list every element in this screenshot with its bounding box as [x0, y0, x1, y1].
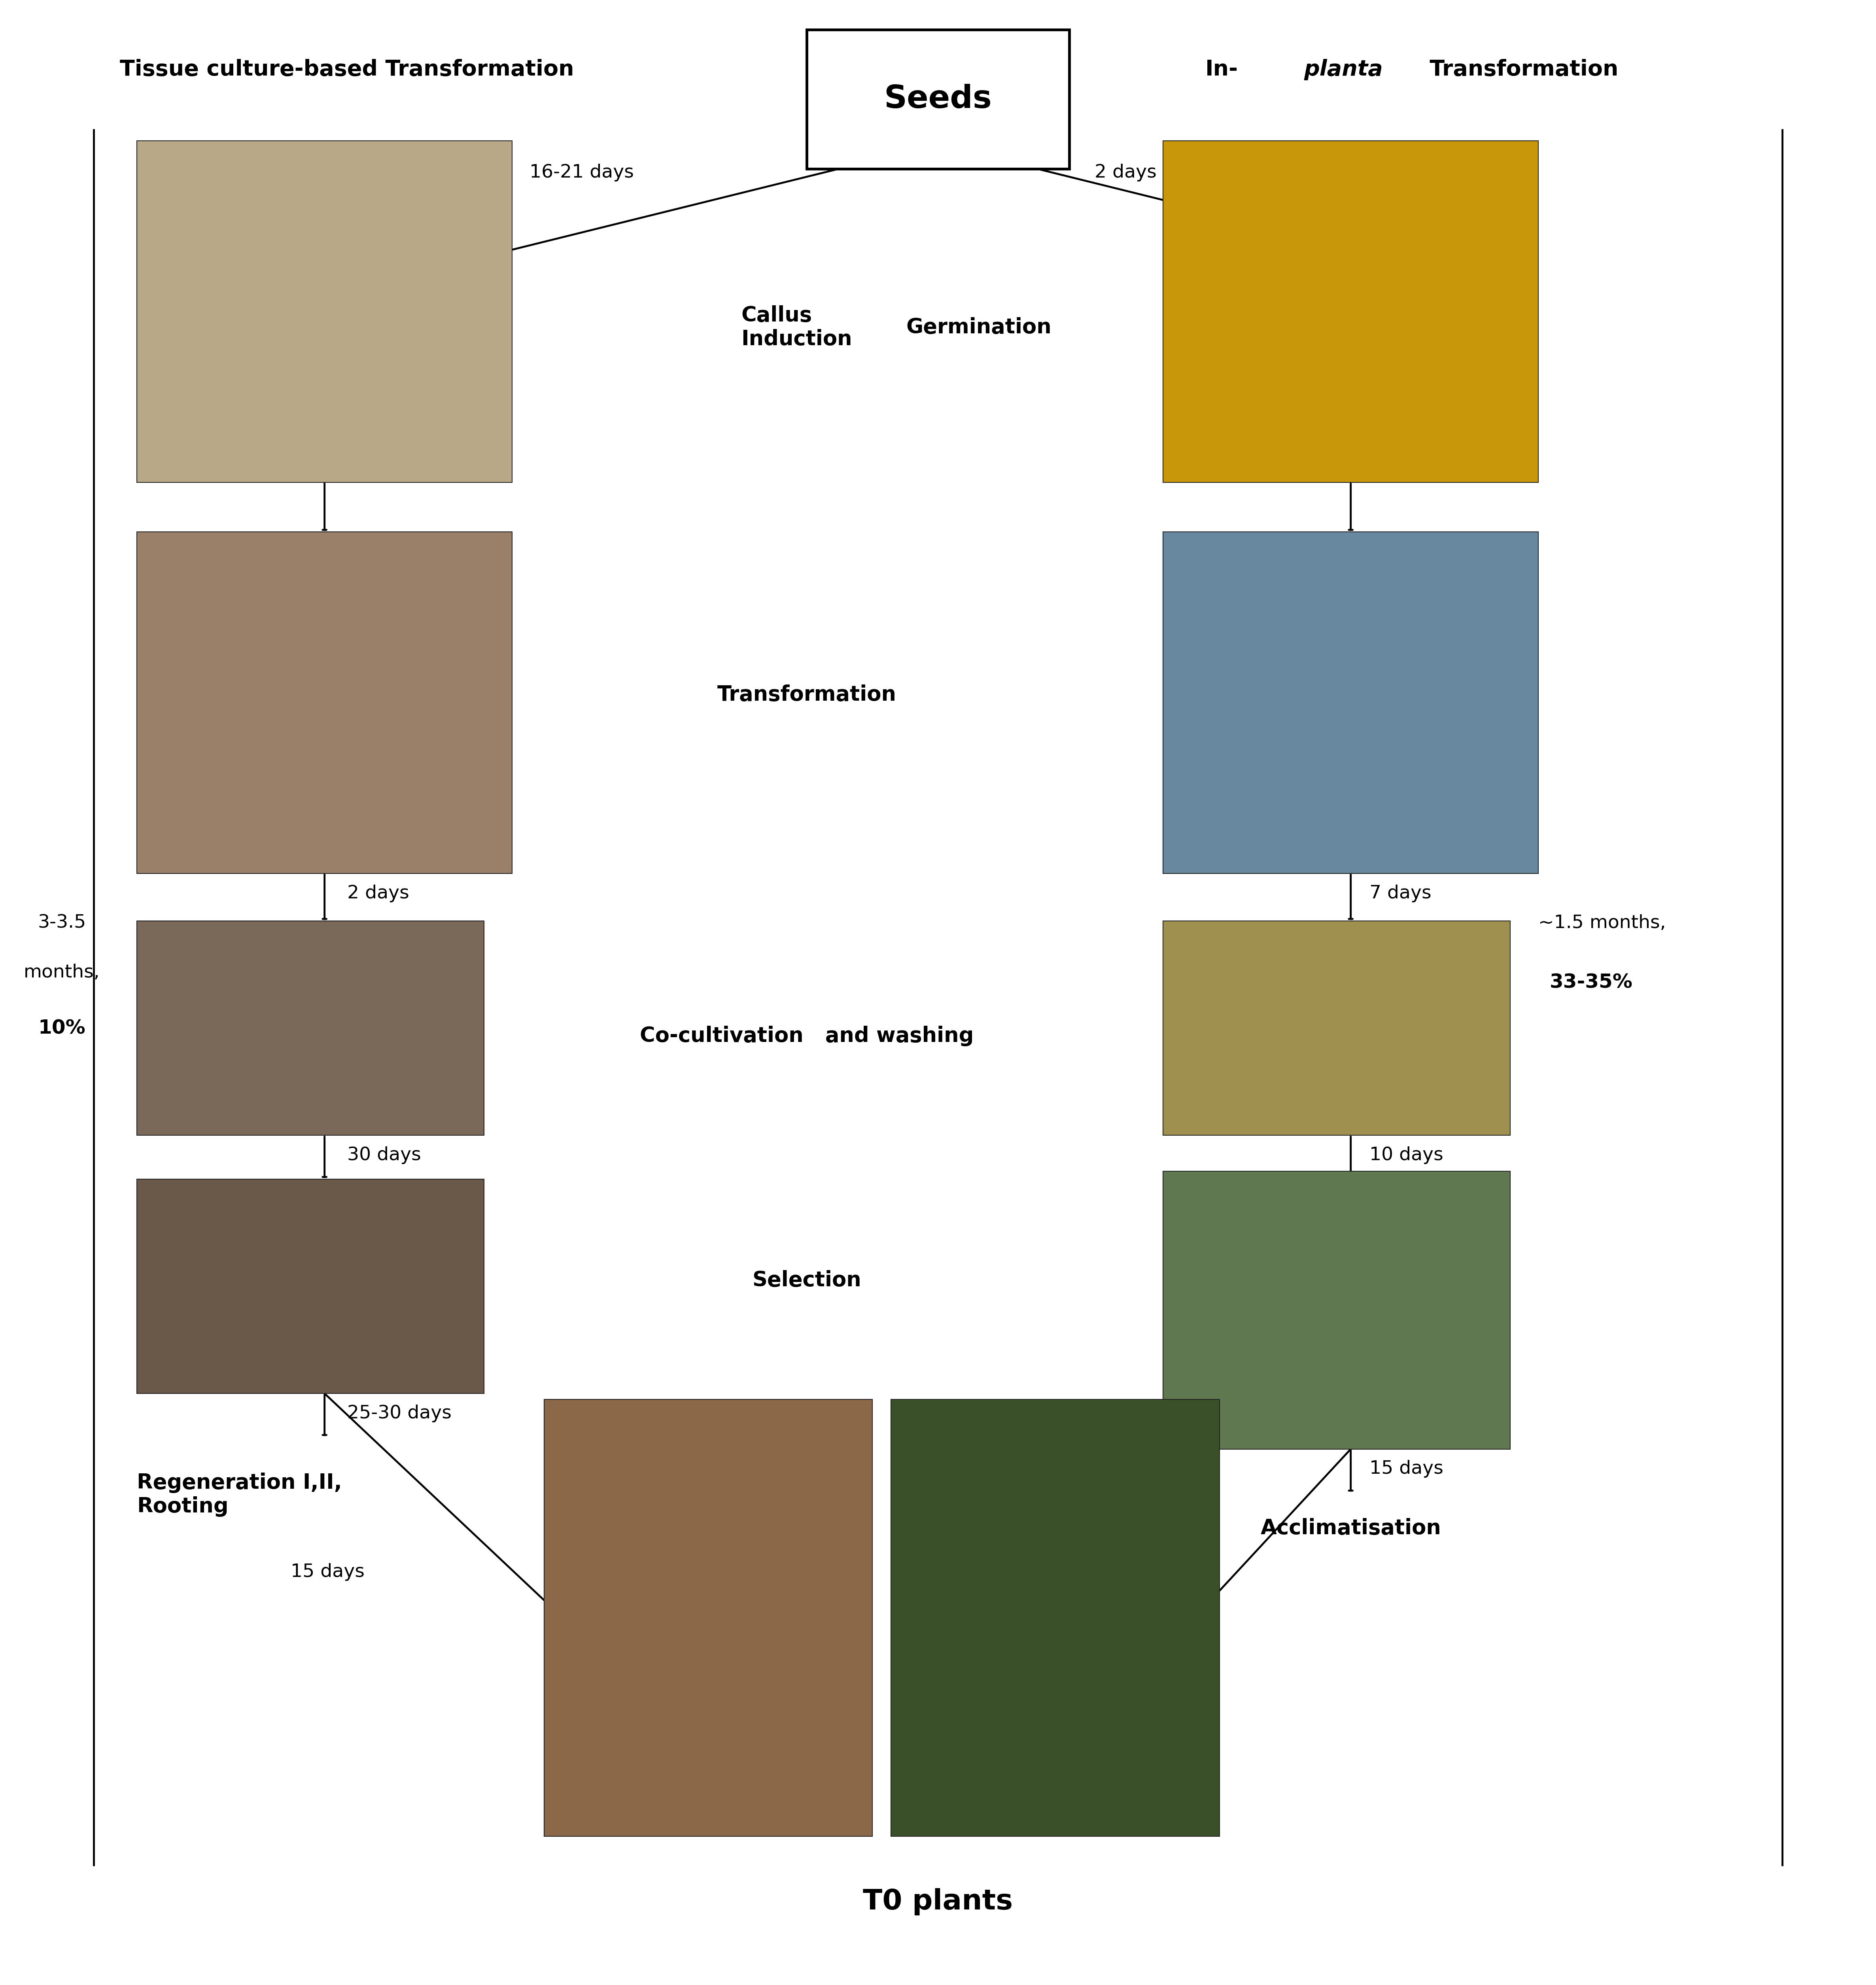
Text: planta: planta [1304, 60, 1383, 79]
Text: Acclimatisation: Acclimatisation [1261, 1519, 1441, 1538]
Bar [137, 532, 512, 873]
Text: 2 days: 2 days [347, 885, 409, 901]
Text: 10%: 10% [38, 1018, 86, 1038]
FancyBboxPatch shape [807, 30, 1069, 169]
Text: Tissue culture-based Transformation: Tissue culture-based Transformation [120, 60, 574, 79]
Text: months,: months, [24, 965, 99, 981]
Text: 25-30 days: 25-30 days [347, 1405, 452, 1421]
Text: 10 days: 10 days [1369, 1147, 1443, 1163]
Bar [891, 1399, 1219, 1836]
Bar [137, 1179, 484, 1393]
Bar [1163, 1171, 1510, 1449]
Text: In-: In- [1204, 60, 1238, 79]
Text: 33-35%: 33-35% [1550, 973, 1632, 992]
Text: Seeds: Seeds [884, 83, 992, 115]
Text: 16-21 days: 16-21 days [529, 165, 634, 181]
Text: ~1.5 months,: ~1.5 months, [1538, 915, 1666, 931]
Text: Germination: Germination [906, 318, 1052, 337]
Text: 15 days: 15 days [1369, 1461, 1443, 1477]
Text: 15 days: 15 days [291, 1564, 364, 1580]
Bar [1163, 141, 1538, 482]
Bar [544, 1399, 872, 1836]
Text: 30 days: 30 days [347, 1147, 420, 1163]
Text: Regeneration I,II,
Rooting: Regeneration I,II, Rooting [137, 1473, 341, 1517]
Text: Transformation: Transformation [717, 685, 897, 705]
Bar [1163, 921, 1510, 1135]
Text: T0 plants: T0 plants [863, 1888, 1013, 1916]
Bar [137, 141, 512, 482]
Text: Co-cultivation   and washing: Co-cultivation and washing [640, 1026, 974, 1046]
Text: 7 days: 7 days [1369, 885, 1431, 901]
Text: Selection: Selection [752, 1270, 861, 1290]
Text: 2 days: 2 days [1094, 165, 1157, 181]
Text: 3-3.5: 3-3.5 [38, 915, 86, 931]
Text: Callus
Induction: Callus Induction [741, 306, 852, 349]
Bar [137, 921, 484, 1135]
Bar [1163, 532, 1538, 873]
Text: Transformation: Transformation [1422, 60, 1619, 79]
